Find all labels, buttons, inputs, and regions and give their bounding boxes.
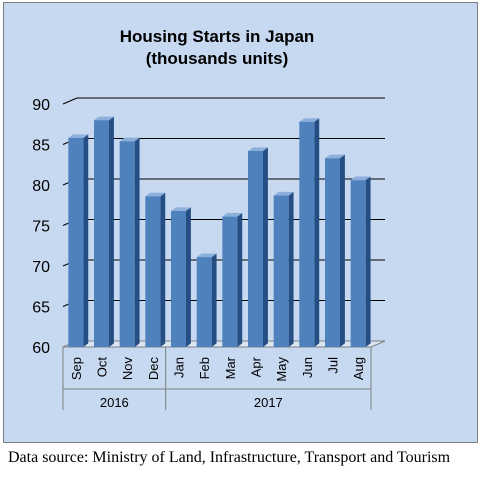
bar-top — [273, 191, 294, 196]
bar-aug — [350, 176, 371, 347]
bar-jul — [325, 154, 345, 347]
chart-frame: Housing Starts in Japan (thousands units… — [3, 2, 478, 443]
bar-mar — [222, 212, 243, 347]
bar-top — [325, 154, 345, 159]
x-tick-label: Jun — [300, 357, 315, 378]
bar-top — [68, 134, 89, 139]
bar-side — [340, 154, 345, 347]
x-tick-label: Mar — [223, 356, 238, 379]
x-tick-label: May — [274, 357, 289, 382]
y-tick-label: 65 — [32, 300, 50, 317]
bar-top — [196, 253, 217, 258]
bar — [248, 150, 263, 347]
x-axis-groups: 2016 2017 — [62, 347, 372, 410]
bar-top — [299, 118, 320, 122]
bar-nov — [119, 137, 140, 347]
bar-side — [314, 118, 320, 347]
bar-top — [171, 207, 191, 211]
group-label: 2016 — [100, 395, 129, 410]
bar — [222, 216, 238, 347]
bar — [68, 138, 84, 347]
bar-may — [273, 191, 294, 347]
bar-top — [248, 147, 268, 151]
x-tick-label: Jan — [172, 357, 187, 378]
bar — [196, 257, 212, 347]
x-tick-label: Oct — [95, 357, 110, 378]
x-tick-label: Aug — [351, 357, 366, 380]
chart-title: Housing Starts in Japan — [120, 27, 315, 46]
bar-jan — [171, 207, 191, 347]
bar-side — [186, 207, 191, 347]
bar-side — [134, 137, 140, 347]
bar-side — [211, 253, 217, 347]
x-tick-label: Nov — [120, 357, 135, 381]
bar-dec — [145, 192, 166, 347]
bar-feb — [196, 253, 217, 347]
x-axis-ticks: Sep Oct Nov Dec Jan Feb Mar Apr May Jun Jul Aug — [69, 356, 366, 381]
x-tick-label: Jul — [326, 357, 341, 374]
gridline-wall — [62, 97, 78, 105]
y-tick-label: 70 — [32, 259, 50, 276]
x-tick-label: Dec — [146, 357, 161, 381]
bar-side — [263, 147, 268, 347]
bar — [299, 121, 315, 347]
x-tick-label: Feb — [197, 357, 212, 379]
y-tick-label: 80 — [32, 178, 50, 195]
bar — [94, 120, 109, 347]
y-tick-label: 85 — [32, 138, 50, 155]
bars — [68, 116, 371, 347]
bar-top — [350, 176, 371, 181]
bar — [171, 210, 186, 347]
bar-side — [237, 212, 243, 347]
x-tick-label: Apr — [249, 356, 264, 377]
bar-top — [222, 212, 243, 217]
bar — [273, 195, 289, 347]
group-label: 2017 — [254, 395, 283, 410]
bar-side — [365, 176, 371, 347]
source-note: Data source: Ministry of Land, Infrastru… — [8, 449, 451, 466]
bar — [325, 158, 340, 347]
bar-sep — [68, 134, 89, 347]
y-axis-ticks: 60 65 70 75 80 85 90 — [32, 97, 50, 357]
bar-side — [160, 192, 166, 347]
chart-subtitle: (thousands units) — [146, 49, 289, 68]
bar-top — [94, 116, 114, 121]
y-tick-label: 90 — [32, 97, 50, 114]
y-tick-label: 60 — [32, 340, 50, 357]
bar — [350, 180, 366, 347]
bar-jun — [299, 118, 320, 347]
bar-apr — [248, 147, 268, 347]
bar-side — [288, 191, 294, 347]
bar-side — [109, 116, 114, 347]
bar-top — [145, 192, 166, 197]
chart: Housing Starts in Japan (thousands units… — [4, 3, 477, 442]
y-tick-label: 75 — [32, 219, 50, 236]
x-tick-label: Sep — [69, 357, 84, 380]
bar — [119, 141, 135, 347]
bar-top — [119, 137, 140, 142]
bar-side — [83, 134, 89, 347]
bar-oct — [94, 116, 114, 347]
bar — [145, 196, 161, 347]
